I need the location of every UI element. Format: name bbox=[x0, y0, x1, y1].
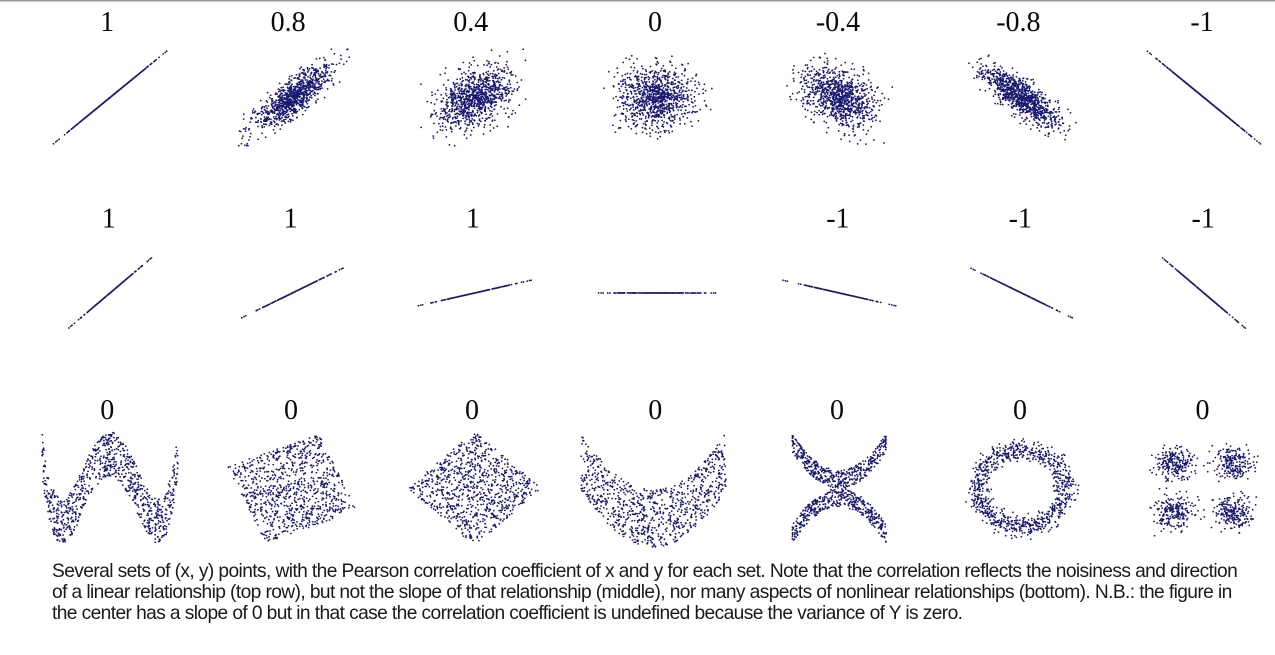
svg-text:0.4: 0.4 bbox=[453, 7, 488, 38]
svg-text:1: 1 bbox=[284, 203, 298, 234]
svg-text:1: 1 bbox=[466, 203, 480, 234]
svg-text:0: 0 bbox=[100, 395, 114, 426]
svg-text:0: 0 bbox=[1013, 395, 1027, 426]
svg-text:0: 0 bbox=[648, 395, 662, 426]
svg-text:0.8: 0.8 bbox=[271, 7, 306, 38]
svg-text:-1: -1 bbox=[1009, 203, 1032, 234]
svg-text:0: 0 bbox=[648, 7, 662, 38]
svg-text:1: 1 bbox=[102, 203, 116, 234]
svg-text:-1: -1 bbox=[1192, 203, 1215, 234]
svg-text:0: 0 bbox=[465, 395, 479, 426]
svg-text:0: 0 bbox=[1196, 395, 1210, 426]
svg-text:-1: -1 bbox=[826, 203, 849, 234]
svg-text:-0.4: -0.4 bbox=[816, 7, 860, 38]
svg-text:-0.8: -0.8 bbox=[996, 7, 1040, 38]
svg-text:0: 0 bbox=[830, 395, 844, 426]
svg-text:0: 0 bbox=[284, 395, 298, 426]
svg-text:-1: -1 bbox=[1190, 7, 1213, 38]
svg-text:1: 1 bbox=[100, 7, 114, 38]
